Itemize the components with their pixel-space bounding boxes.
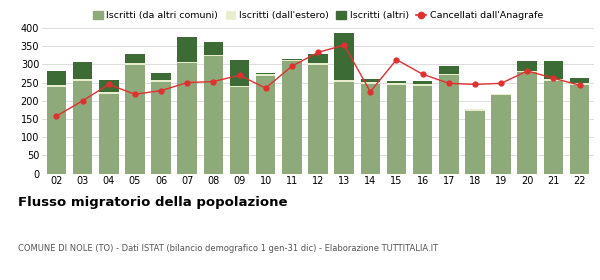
Bar <box>308 65 328 174</box>
Bar <box>99 92 119 94</box>
Bar <box>151 81 171 174</box>
Bar <box>47 85 66 87</box>
Bar <box>334 80 354 81</box>
Bar <box>413 84 433 86</box>
Bar <box>361 82 380 85</box>
Bar <box>465 109 485 111</box>
Bar <box>203 56 223 174</box>
Bar <box>308 63 328 65</box>
Bar <box>386 83 406 85</box>
Bar <box>386 81 406 83</box>
Legend: Iscritti (da altri comuni), Iscritti (dall'estero), Iscritti (altri), Cancellati: Iscritti (da altri comuni), Iscritti (da… <box>93 11 543 20</box>
Bar <box>47 71 66 85</box>
Bar <box>334 33 354 80</box>
Bar <box>570 78 589 83</box>
Bar <box>361 85 380 174</box>
Bar <box>544 62 563 79</box>
Bar <box>178 63 197 174</box>
Bar <box>282 59 302 60</box>
Bar <box>544 81 563 174</box>
Bar <box>334 81 354 174</box>
Bar <box>282 62 302 174</box>
Bar <box>73 79 92 81</box>
Text: Flusso migratorio della popolazione: Flusso migratorio della popolazione <box>18 196 287 209</box>
Bar <box>203 55 223 56</box>
Bar <box>308 54 328 63</box>
Bar <box>47 87 66 174</box>
Bar <box>125 54 145 63</box>
Bar <box>439 75 458 174</box>
Bar <box>99 80 119 92</box>
Bar <box>439 66 458 74</box>
Bar <box>361 79 380 82</box>
Bar <box>125 63 145 66</box>
Bar <box>151 80 171 81</box>
Bar <box>413 86 433 174</box>
Bar <box>230 87 250 174</box>
Bar <box>570 83 589 85</box>
Bar <box>230 85 250 87</box>
Bar <box>203 42 223 55</box>
Bar <box>73 62 92 79</box>
Bar <box>178 37 197 62</box>
Bar <box>491 95 511 174</box>
Bar <box>99 94 119 174</box>
Bar <box>465 111 485 174</box>
Bar <box>570 85 589 174</box>
Bar <box>439 74 458 75</box>
Text: COMUNE DI NOLE (TO) - Dati ISTAT (bilancio demografico 1 gen-31 dic) - Elaborazi: COMUNE DI NOLE (TO) - Dati ISTAT (bilanc… <box>18 244 438 253</box>
Bar <box>151 74 171 80</box>
Bar <box>256 73 275 74</box>
Bar <box>413 81 433 84</box>
Bar <box>544 79 563 81</box>
Bar <box>386 85 406 174</box>
Bar <box>230 60 250 85</box>
Bar <box>178 62 197 63</box>
Bar <box>517 73 537 174</box>
Bar <box>282 60 302 62</box>
Bar <box>517 62 537 71</box>
Bar <box>256 76 275 174</box>
Bar <box>73 81 92 174</box>
Bar <box>125 66 145 174</box>
Bar <box>256 74 275 76</box>
Bar <box>517 71 537 73</box>
Bar <box>491 94 511 95</box>
